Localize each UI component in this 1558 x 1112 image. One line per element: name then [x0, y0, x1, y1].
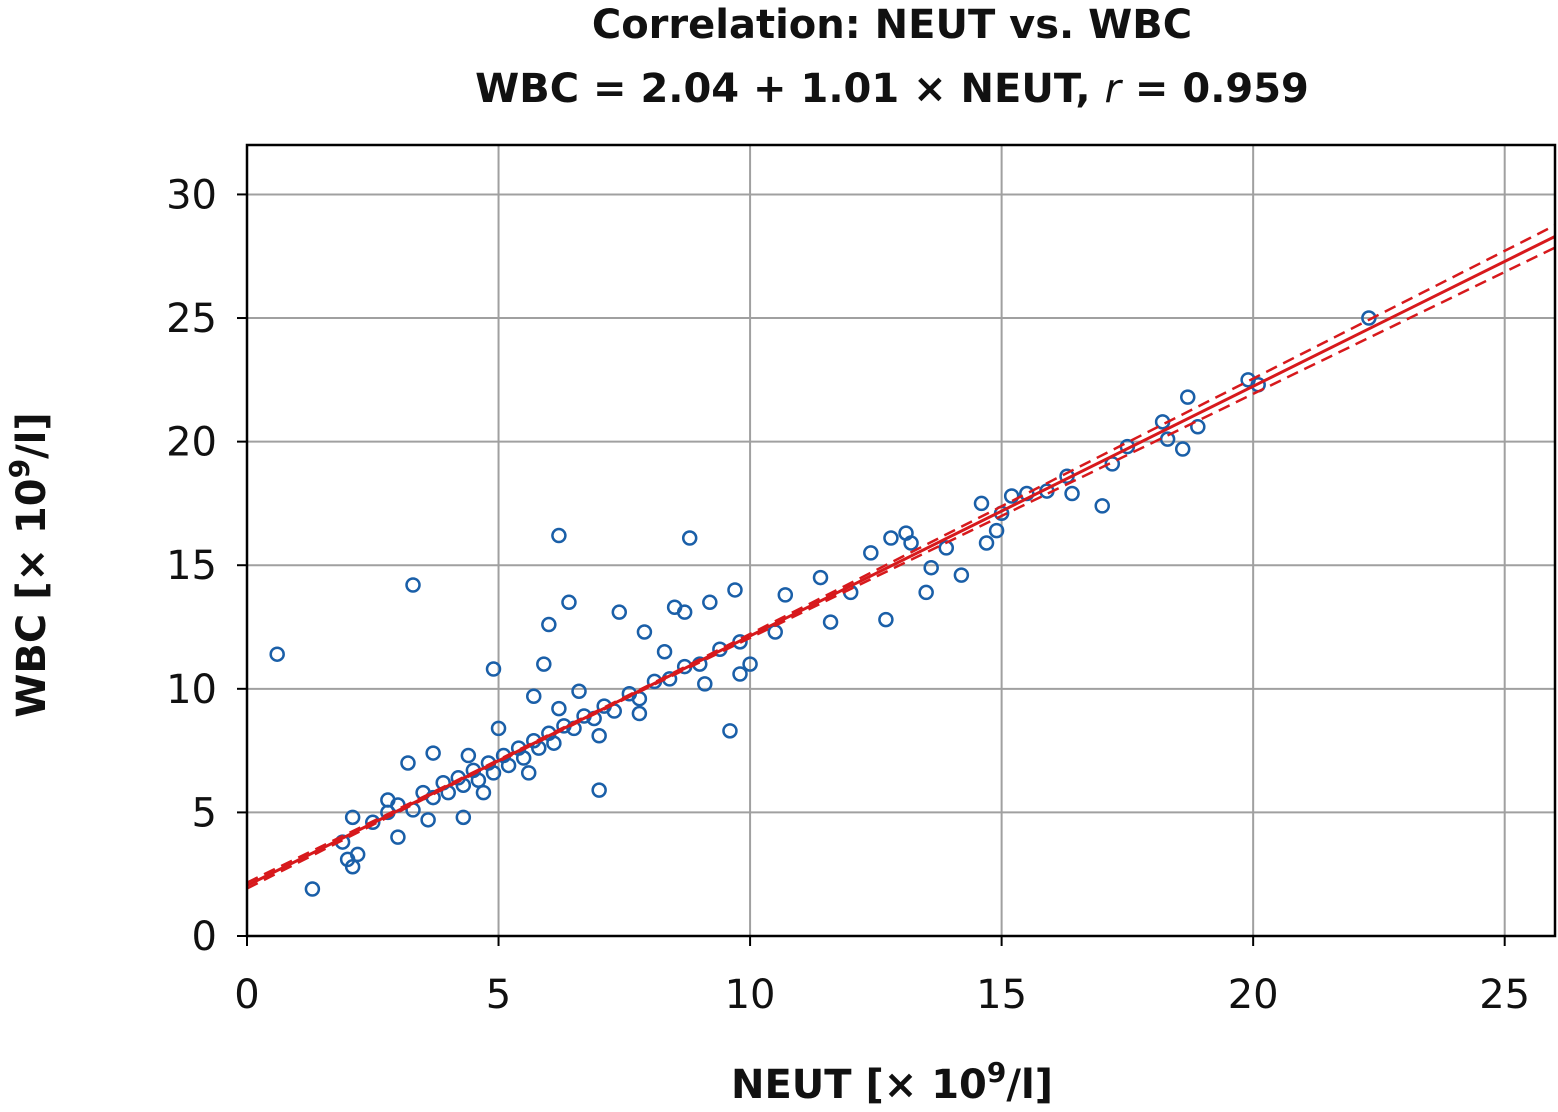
y-tick-label: 30	[166, 172, 217, 218]
point	[269, 646, 285, 662]
point	[571, 683, 587, 700]
point	[485, 765, 502, 781]
point	[485, 661, 502, 677]
point	[812, 569, 829, 586]
text-part: WBC = 2.04 + 1.01 × NEUT,	[475, 66, 1104, 112]
text-part: NEUT [× 10	[731, 1062, 987, 1108]
point	[515, 750, 532, 766]
point	[490, 720, 507, 737]
x-tick-label: 20	[1228, 972, 1279, 1018]
point	[475, 784, 492, 801]
point	[923, 559, 939, 576]
point	[611, 604, 628, 620]
point	[520, 765, 537, 781]
point	[883, 530, 899, 546]
point	[551, 527, 567, 544]
point	[551, 700, 567, 717]
point	[973, 495, 990, 512]
y-tick-label: 5	[192, 790, 217, 836]
point	[636, 624, 653, 640]
point	[526, 688, 542, 704]
y-tick-label: 20	[166, 420, 217, 466]
point	[1190, 419, 1206, 435]
y-axis-label: WBC [× 109/l]	[3, 412, 55, 717]
point	[500, 757, 517, 774]
point	[978, 535, 995, 551]
point	[591, 782, 607, 798]
point	[400, 755, 416, 771]
point	[697, 676, 713, 692]
plot-frame	[245, 143, 1557, 938]
x-tick-label: 25	[1479, 972, 1530, 1018]
point	[425, 745, 441, 761]
point	[1174, 441, 1191, 457]
point	[702, 594, 718, 611]
point	[561, 594, 577, 611]
point	[953, 567, 970, 583]
point	[1064, 485, 1080, 502]
x-axis-label: NEUT [× 109/l]	[731, 1056, 1053, 1108]
point	[863, 545, 879, 561]
ci-upper	[247, 224, 1555, 884]
text-part: 9	[987, 1056, 1006, 1089]
text-part: = 0.959	[1121, 66, 1309, 112]
point	[591, 728, 607, 744]
point	[676, 604, 693, 620]
point	[455, 809, 472, 826]
fit-line	[247, 235, 1555, 887]
point	[777, 587, 794, 603]
point	[420, 812, 436, 828]
point	[304, 881, 321, 897]
ci-lower	[247, 246, 1555, 890]
y-tick-label: 15	[166, 543, 217, 589]
chart-subtitle: WBC = 2.04 + 1.01 × NEUT, r = 0.959	[475, 66, 1309, 112]
y-tick-label: 10	[166, 667, 217, 713]
x-tick-label: 0	[234, 972, 259, 1018]
point	[546, 735, 562, 751]
point	[541, 616, 557, 633]
y-tick-label: 0	[192, 914, 217, 960]
text-part: /l]	[9, 412, 55, 459]
point	[1003, 488, 1020, 504]
x-tick-label: 15	[976, 972, 1027, 1018]
point	[1094, 498, 1110, 514]
point	[656, 643, 673, 660]
point	[742, 656, 758, 672]
point	[1361, 310, 1377, 326]
point	[536, 656, 552, 672]
point	[344, 809, 361, 826]
point	[460, 747, 477, 764]
text-part: r	[1105, 66, 1124, 112]
point	[631, 705, 648, 722]
text-part: WBC [× 10	[9, 478, 55, 717]
point	[918, 584, 934, 601]
point	[405, 577, 421, 593]
point	[767, 624, 783, 640]
point	[822, 614, 839, 630]
point	[681, 530, 698, 546]
y-tick-label: 25	[166, 296, 217, 342]
point	[878, 611, 894, 628]
point	[365, 814, 381, 831]
point	[988, 522, 1005, 539]
point	[732, 666, 748, 682]
point	[390, 829, 406, 845]
x-tick-label: 10	[725, 972, 776, 1018]
x-tick-label: 5	[486, 972, 511, 1018]
chart-title: Correlation: NEUT vs. WBC	[592, 2, 1192, 48]
text-part: 9	[3, 459, 36, 478]
point	[1180, 389, 1196, 405]
point	[727, 582, 743, 598]
point	[903, 535, 919, 551]
point	[722, 723, 738, 739]
point	[344, 859, 361, 875]
text-part: /l]	[1006, 1062, 1053, 1108]
